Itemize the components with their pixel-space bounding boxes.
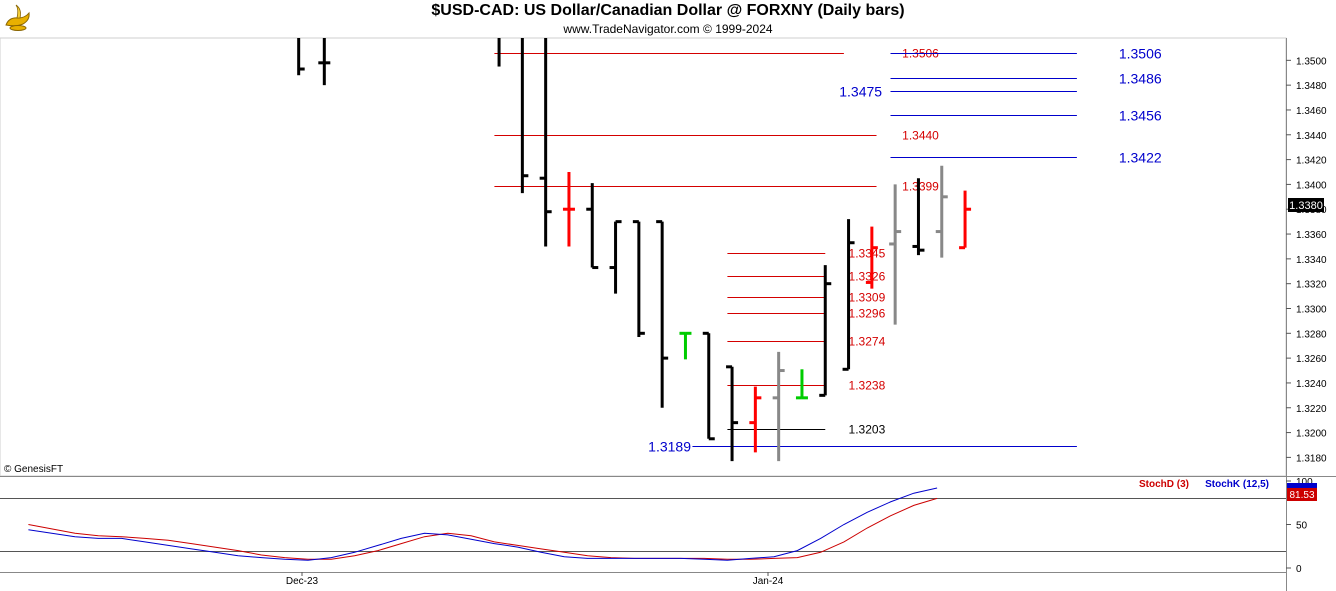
- price-axis: 1.3500 1.3480 1.3460 1.3440 1.3420 1.3400 1.33…: [1286, 56, 1327, 464]
- chart-header: $USD-CAD: US Dollar/Canadian Dollar @ FO…: [0, 0, 1336, 38]
- stoch-tick-label: 50: [1296, 521, 1308, 532]
- price-tick-label: 1.3280: [1296, 329, 1327, 340]
- ohlc-bar: [795, 369, 808, 400]
- ohlc-bar: [772, 351, 785, 462]
- price-tick-label: 1.3400: [1296, 180, 1327, 191]
- ohlc-bars: [297, 38, 972, 462]
- legend-stochd: StochD (3): [1139, 479, 1189, 490]
- level-label: 1.3274: [849, 335, 886, 349]
- level-label: 1.3189: [648, 439, 691, 455]
- ohlc-bar: [297, 38, 305, 76]
- price-tick-label: 1.3360: [1296, 230, 1327, 241]
- date-axis: Dec-23 Jan-24: [286, 572, 784, 587]
- chart-title: $USD-CAD: US Dollar/Canadian Dollar @ FO…: [431, 2, 905, 19]
- ohlc-bar: [959, 190, 972, 250]
- price-tick-label: 1.3260: [1296, 354, 1327, 365]
- level-label: 1.3238: [849, 379, 886, 393]
- level-label: 1.3475: [839, 84, 882, 100]
- price-tick-label: 1.3440: [1296, 131, 1327, 142]
- level-label: 1.3203: [849, 423, 886, 437]
- stochd-line: [28, 497, 938, 560]
- last-price-label: 1.3380: [1289, 200, 1323, 212]
- price-tick-label: 1.3220: [1296, 404, 1327, 415]
- ohlc-bar: [912, 178, 925, 256]
- level-lines: 1.3506 1.35061.34861.34751.34561.34401.34…: [494, 46, 1162, 455]
- stochk-value-badge: [1287, 483, 1317, 488]
- ohlc-bar: [632, 220, 645, 338]
- ohlc-bar: [935, 165, 948, 258]
- price-tick-label: 1.3500: [1296, 56, 1327, 67]
- price-tick-label: 1.3460: [1296, 106, 1327, 117]
- watermark-text: © GenesisFT: [4, 464, 63, 475]
- price-tick-label: 1.3420: [1296, 156, 1327, 167]
- level-label: 1.3399: [902, 180, 939, 194]
- ohlc-bar: [609, 220, 622, 294]
- ohlc-bar: [562, 172, 575, 247]
- price-panel-frame: [0, 37, 1287, 477]
- genie-lamp-icon: [5, 4, 30, 31]
- ohlc-bar: [318, 38, 331, 86]
- ohlc-bar: [726, 365, 739, 462]
- level-label: 1.3309: [849, 291, 886, 305]
- price-tick-label: 1.3180: [1296, 453, 1327, 464]
- ohlc-bar: [819, 265, 832, 397]
- date-tick-label: Dec-23: [286, 576, 319, 587]
- level-label: 1.3456: [1119, 108, 1162, 124]
- price-tick-label: 1.3240: [1296, 379, 1327, 390]
- price-tick-label: 1.3340: [1296, 255, 1327, 266]
- price-tick-label: 1.3200: [1296, 429, 1327, 440]
- ohlc-bar: [702, 331, 715, 441]
- level-label: 1.3296: [849, 307, 886, 321]
- legend-stochk: StochK (12,5): [1205, 479, 1269, 490]
- stoch-tick-label: 0: [1296, 564, 1302, 575]
- level-label: 1.3506: [1119, 46, 1162, 62]
- level-label: 1.3440: [902, 129, 939, 143]
- stochd-value-badge: [1287, 488, 1317, 501]
- chart-subtitle: www.TradeNavigator.com © 1999-2024: [563, 22, 773, 36]
- ohlc-bar: [586, 183, 599, 270]
- ohlc-bar: [539, 38, 552, 247]
- ohlc-bar: [749, 386, 762, 453]
- ohlc-bar: [889, 184, 902, 325]
- ohlc-bar: [679, 331, 692, 360]
- stoch-tick-label: 100: [1296, 477, 1313, 488]
- price-tick-label: 1.3320: [1296, 280, 1327, 291]
- ohlc-bar: [520, 38, 529, 194]
- level-label: 1.3345: [849, 247, 886, 261]
- stochk-line: [28, 487, 938, 561]
- stochd-value-label: 81.53: [1289, 490, 1314, 501]
- last-price-badge: [1288, 198, 1324, 212]
- stochastic-panel: 100 50 0: [0, 477, 1313, 575]
- level-label: 1.3326: [849, 270, 886, 284]
- price-tick-label: 1.3300: [1296, 304, 1327, 315]
- ohlc-bar: [842, 219, 855, 371]
- price-tick-label: 1.3480: [1296, 81, 1327, 92]
- ohlc-bar: [656, 220, 669, 408]
- ohlc-bar: [865, 226, 878, 289]
- level-label: 1.3422: [1119, 150, 1162, 166]
- level-label: 1.3486: [1119, 71, 1162, 87]
- date-tick-label: Jan-24: [753, 576, 784, 587]
